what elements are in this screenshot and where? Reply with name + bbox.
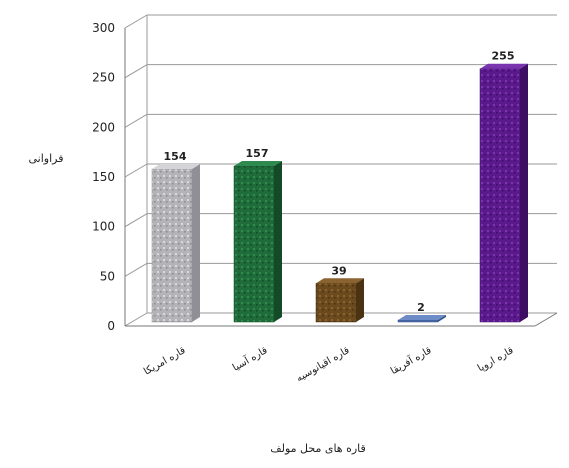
y-tick-label: 150 (92, 170, 115, 184)
bar-side (438, 315, 446, 322)
data-labels: 154 157 39 2 255 (164, 50, 515, 314)
bar-top (234, 161, 282, 167)
data-label: 157 (246, 147, 269, 160)
y-tick-label: 300 (92, 21, 115, 35)
category-label: قاره امریکا (142, 345, 188, 378)
data-label: 39 (331, 264, 346, 277)
bars (151, 63, 528, 323)
data-label: 255 (492, 50, 515, 63)
y-tick-labels: 0 50 100 150 200 250 300 (92, 21, 115, 333)
category-labels: قاره امریکا قاره آسیا قاره اقیانوسیه قاره آ… (142, 343, 516, 384)
category-label: قاره اروپا (476, 345, 516, 374)
gridline-depth (124, 312, 148, 327)
bar (315, 283, 357, 323)
bar-top (152, 164, 200, 170)
bar (397, 319, 439, 323)
gridline-depth (124, 113, 148, 128)
category-label: قاره اقیانوسیه (295, 345, 352, 384)
data-label: 2 (417, 301, 425, 314)
bar-side (520, 63, 528, 322)
gridline-depth (124, 213, 148, 228)
bar-side (192, 164, 200, 322)
bar (151, 168, 193, 323)
axes (124, 15, 558, 327)
y-axis-title: فراوانی (29, 152, 64, 165)
floor-edge (534, 312, 558, 327)
y-tick-label: 50 (100, 269, 115, 283)
data-label: 154 (164, 150, 187, 163)
x-axis-title: قاره های محل مولف (270, 442, 366, 455)
bar-top (480, 63, 528, 69)
category-label: قاره آفریقا (388, 343, 434, 377)
gridline-depth (124, 163, 148, 178)
gridline-depth (124, 14, 148, 29)
y-tick-label: 200 (92, 120, 115, 134)
bar-top (316, 278, 364, 284)
bar (233, 165, 275, 323)
y-tick-label: 0 (107, 319, 115, 333)
bar-top (398, 315, 446, 321)
y-tick-label: 250 (92, 71, 115, 85)
bar-side (356, 278, 364, 322)
gridline-depth (124, 262, 148, 277)
y-tick-label: 100 (92, 220, 115, 234)
bar-side (274, 161, 282, 322)
gridline-depth (124, 64, 148, 79)
category-label: قاره آسیا (230, 343, 270, 374)
bar (479, 68, 521, 323)
